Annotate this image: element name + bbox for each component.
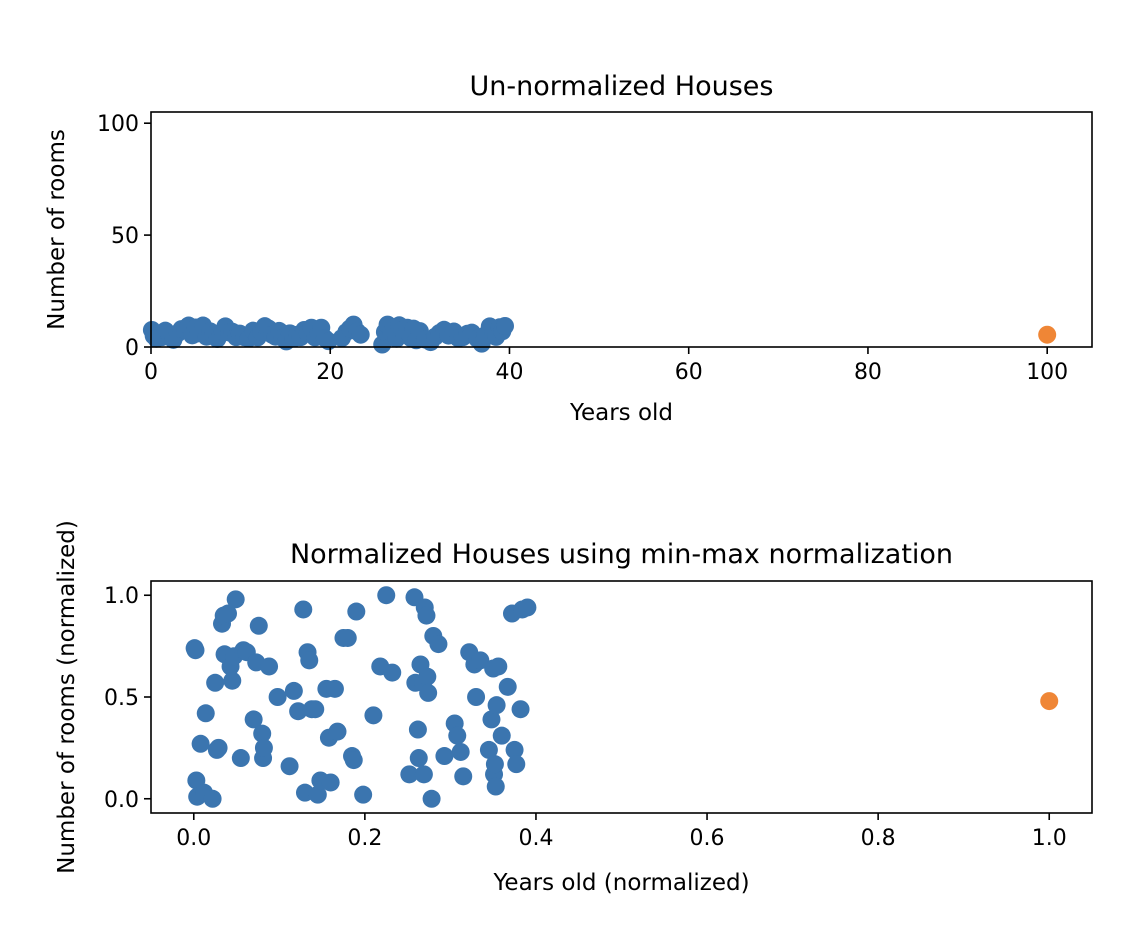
data-point bbox=[260, 657, 279, 676]
data-points bbox=[185, 586, 1059, 808]
x-tick-label: 0.2 bbox=[347, 826, 382, 851]
data-point bbox=[414, 765, 433, 784]
data-point bbox=[344, 751, 363, 770]
x-tick-label: 0.8 bbox=[861, 826, 896, 851]
data-point bbox=[308, 785, 327, 804]
data-point bbox=[495, 316, 514, 335]
data-point bbox=[467, 688, 486, 706]
outlier-point bbox=[1038, 325, 1057, 344]
data-point bbox=[319, 332, 338, 351]
data-point bbox=[417, 606, 436, 625]
x-tick-label: 40 bbox=[495, 360, 523, 385]
data-point bbox=[347, 602, 366, 621]
chart-title: Un-normalized Houses bbox=[470, 71, 774, 102]
data-point bbox=[306, 700, 325, 719]
y-axis-label: Number of rooms bbox=[44, 129, 70, 330]
data-point bbox=[284, 681, 303, 700]
chart-title: Normalized Houses using min-max normaliz… bbox=[290, 539, 953, 570]
data-point bbox=[203, 789, 222, 808]
y-tick-label: 1.0 bbox=[104, 584, 139, 609]
data-point bbox=[409, 749, 428, 768]
data-point bbox=[419, 683, 438, 702]
data-point bbox=[289, 702, 308, 721]
data-point bbox=[191, 734, 210, 753]
data-point bbox=[325, 679, 344, 698]
data-point bbox=[408, 720, 427, 739]
data-point bbox=[487, 696, 506, 715]
data-point bbox=[268, 688, 287, 706]
x-tick-label: 0.6 bbox=[690, 826, 725, 851]
y-tick-label: 0.5 bbox=[104, 686, 139, 711]
x-tick-label: 20 bbox=[316, 360, 344, 385]
y-tick-label: 0 bbox=[125, 336, 139, 361]
data-point bbox=[489, 657, 508, 676]
data-point bbox=[354, 785, 373, 804]
data-point bbox=[196, 704, 215, 723]
data-point bbox=[223, 671, 242, 690]
x-tick-label: 0.0 bbox=[176, 826, 211, 851]
data-point bbox=[186, 641, 205, 660]
data-point bbox=[321, 773, 340, 792]
data-point bbox=[498, 677, 517, 696]
data-point bbox=[518, 598, 537, 617]
data-point bbox=[280, 757, 299, 776]
data-point bbox=[448, 726, 467, 745]
data-point bbox=[351, 325, 370, 344]
data-point bbox=[479, 740, 498, 759]
x-tick-label: 80 bbox=[854, 360, 882, 385]
y-tick-label: 50 bbox=[111, 224, 139, 249]
data-point bbox=[505, 740, 524, 759]
y-tick-label: 0.0 bbox=[104, 788, 139, 813]
data-point bbox=[429, 635, 448, 654]
data-point bbox=[377, 586, 396, 605]
data-point bbox=[226, 590, 245, 609]
y-tick-label: 100 bbox=[97, 112, 139, 137]
data-point bbox=[364, 706, 383, 725]
x-tick-label: 1.0 bbox=[1032, 826, 1067, 851]
data-point bbox=[454, 767, 473, 786]
data-point bbox=[418, 667, 437, 686]
x-axis-label: Years old bbox=[569, 400, 673, 426]
data-point bbox=[218, 604, 237, 623]
data-point bbox=[400, 765, 419, 784]
data-point bbox=[451, 742, 470, 761]
data-point bbox=[328, 722, 347, 741]
data-point bbox=[511, 700, 530, 719]
data-point bbox=[253, 724, 272, 743]
data-point bbox=[492, 726, 511, 745]
data-point bbox=[338, 628, 357, 647]
data-point bbox=[254, 738, 273, 757]
data-point bbox=[422, 789, 441, 808]
data-point bbox=[206, 673, 225, 692]
x-tick-label: 0 bbox=[144, 360, 158, 385]
data-point bbox=[294, 600, 313, 619]
data-point bbox=[300, 651, 319, 670]
data-point bbox=[435, 747, 454, 766]
data-point bbox=[209, 738, 228, 757]
data-point bbox=[486, 777, 505, 796]
data-point bbox=[507, 755, 526, 774]
x-tick-label: 100 bbox=[1026, 360, 1068, 385]
plot-frame bbox=[150, 111, 1093, 348]
x-tick-label: 60 bbox=[675, 360, 703, 385]
data-point bbox=[231, 749, 250, 768]
data-point bbox=[244, 710, 263, 729]
data-point bbox=[471, 651, 490, 670]
data-point bbox=[249, 616, 268, 635]
data-point bbox=[482, 710, 501, 729]
chart-normalized: Normalized Houses using min-max normaliz… bbox=[54, 520, 1093, 896]
x-tick-label: 0.4 bbox=[518, 826, 553, 851]
x-axis-label: Years old (normalized) bbox=[492, 870, 749, 896]
data-points bbox=[142, 315, 1057, 354]
y-axis-label: Number of rooms (normalized) bbox=[54, 520, 80, 874]
chart-un-normalized: Un-normalized Houses 0 20 40 60 80 100 0 50 100 Ye… bbox=[44, 71, 1093, 426]
data-point bbox=[485, 755, 504, 774]
outlier-point bbox=[1040, 692, 1059, 711]
data-point bbox=[383, 663, 402, 682]
